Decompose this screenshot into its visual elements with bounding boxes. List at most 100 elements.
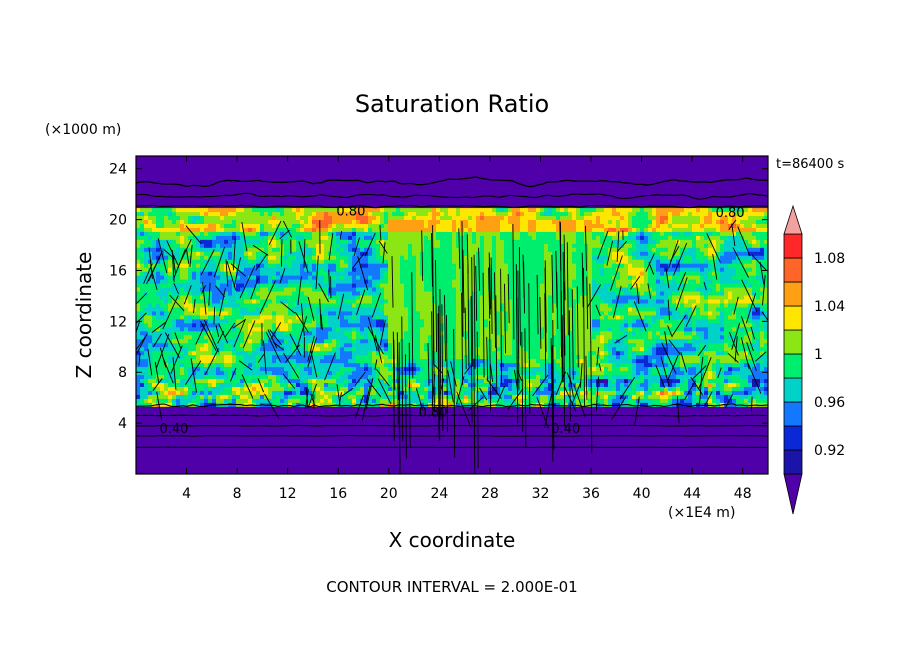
field-cell [572,295,577,300]
field-cell [228,374,233,380]
field-cell [204,398,209,403]
field-cell [464,227,469,232]
field-cell [196,350,213,356]
field-cell [560,239,577,244]
field-cell [444,315,457,320]
field-cell [484,263,493,268]
field-cell [164,223,181,228]
field-cell [620,366,629,372]
field-cell [708,275,721,280]
field-cell [352,247,357,252]
contour-segment [404,354,407,459]
field-cell [656,263,661,268]
field-cell [700,223,705,228]
field-cell [724,370,733,376]
contour-segment [704,391,713,407]
field-cell [660,231,665,236]
field-cell [684,259,693,264]
field-cell [444,211,449,217]
field-cell [484,215,505,221]
field-cell [488,271,497,276]
field-cell [760,330,765,336]
field-cell [360,338,369,344]
field-cell [356,390,365,395]
field-cell [496,326,501,332]
field-cell [644,279,649,284]
field-cell [508,271,545,276]
field-cell [240,223,261,228]
field-cell [636,354,645,360]
field-cell [720,299,725,304]
field-cell [616,291,625,296]
field-cell [660,255,669,260]
field-cell [400,370,417,376]
field-cell [608,303,617,308]
field-cell [484,211,497,217]
field-cell [284,287,297,292]
field-cell [324,267,329,272]
field-cell [220,255,229,260]
field-cell [320,322,329,328]
contour-segment [614,334,628,344]
field-cell [136,354,141,360]
field-cell [760,334,765,340]
field-cell [156,239,161,244]
field-cell [604,283,613,288]
field-cell [716,402,721,407]
field-cell [628,223,633,228]
field-cell [416,378,421,383]
field-cell [584,390,589,395]
field-cell [172,239,177,244]
field-cell [588,243,605,248]
field-cell [592,287,609,292]
field-cell [404,299,417,304]
field-cell [292,386,301,391]
contour-segment [408,342,411,447]
field-cell [712,219,717,224]
field-cell [456,219,461,224]
field-cell [416,263,421,268]
contour-segment [598,363,602,372]
field-cell [156,223,165,228]
field-cell [764,382,768,387]
field-cell [144,259,149,264]
field-cell [512,235,521,240]
field-cell [616,394,621,399]
field-cell [644,275,649,280]
field-cell [596,334,601,340]
field-cell [428,402,449,407]
field-cell [400,275,417,280]
field-cell [200,243,205,248]
field-cell [720,251,725,256]
field-cell [168,398,173,403]
field-cell [716,263,729,268]
field-cell [360,398,365,403]
field-cell [632,350,637,356]
field-cell [440,207,449,213]
field-cell [720,287,725,292]
field-cell [420,267,457,272]
field-cell [200,279,217,284]
field-cell [468,215,473,221]
contour-segment [232,318,247,329]
contour-segment [555,250,558,308]
field-cell [724,243,745,248]
field-cell [516,382,525,387]
field-cell [668,390,673,395]
field-cell [308,295,329,300]
contour-segment [280,239,283,267]
field-cell [280,235,289,240]
field-cell [500,370,513,376]
field-cell [348,382,357,387]
field-cell [144,215,149,221]
field-cell [652,358,657,364]
field-cell [400,358,409,364]
field-cell [340,366,353,372]
field-cell [556,394,565,399]
field-cell [548,374,553,380]
field-cell [324,215,333,221]
field-cell [284,231,293,236]
contour-segment [156,333,170,368]
field-cell [716,350,725,356]
field-cell [636,287,653,292]
